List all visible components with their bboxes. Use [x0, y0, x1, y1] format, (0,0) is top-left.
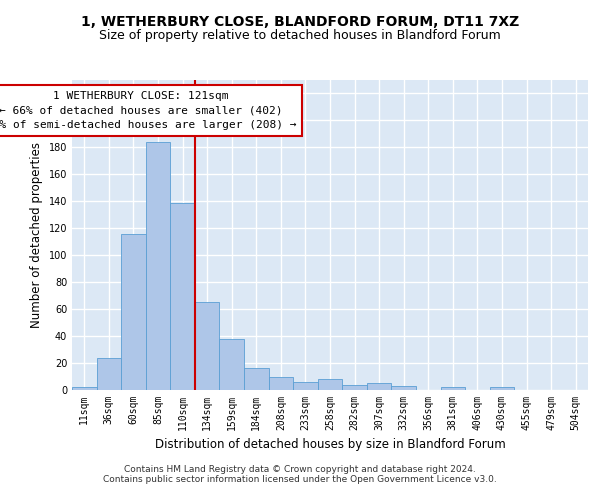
Bar — [244, 368, 269, 390]
Text: 1 WETHERBURY CLOSE: 121sqm
← 66% of detached houses are smaller (402)
34% of sem: 1 WETHERBURY CLOSE: 121sqm ← 66% of deta… — [0, 91, 296, 130]
Bar — [220, 339, 244, 390]
Bar — [97, 358, 121, 390]
Bar — [146, 142, 170, 390]
Bar — [367, 384, 391, 390]
Bar — [440, 388, 465, 390]
Bar — [72, 388, 97, 390]
Text: Contains public sector information licensed under the Open Government Licence v3: Contains public sector information licen… — [103, 476, 497, 484]
Text: 1, WETHERBURY CLOSE, BLANDFORD FORUM, DT11 7XZ: 1, WETHERBURY CLOSE, BLANDFORD FORUM, DT… — [81, 16, 519, 30]
Bar — [121, 234, 146, 390]
Y-axis label: Number of detached properties: Number of detached properties — [30, 142, 43, 328]
Text: Size of property relative to detached houses in Blandford Forum: Size of property relative to detached ho… — [99, 28, 501, 42]
Bar — [170, 202, 195, 390]
Text: Contains HM Land Registry data © Crown copyright and database right 2024.: Contains HM Land Registry data © Crown c… — [124, 466, 476, 474]
Bar — [269, 376, 293, 390]
Bar — [391, 386, 416, 390]
Bar — [195, 302, 220, 390]
Bar — [490, 388, 514, 390]
Bar — [293, 382, 318, 390]
Bar — [342, 384, 367, 390]
X-axis label: Distribution of detached houses by size in Blandford Forum: Distribution of detached houses by size … — [155, 438, 505, 452]
Bar — [318, 379, 342, 390]
